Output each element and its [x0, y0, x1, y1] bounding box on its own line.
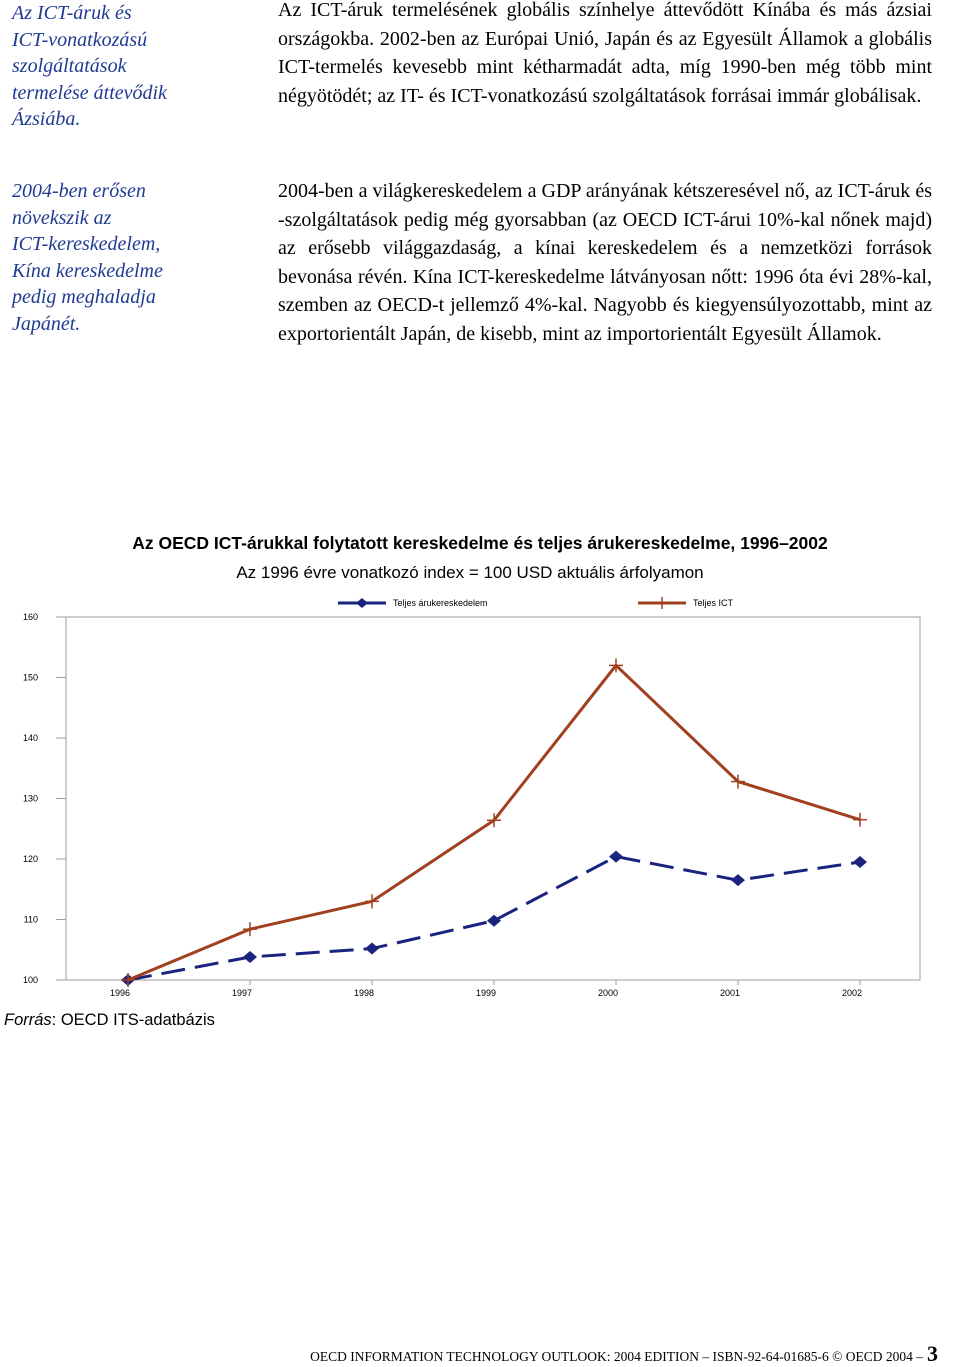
series-group — [121, 658, 867, 987]
page-number: 3 — [927, 1341, 938, 1366]
x-tick-label: 1997 — [232, 988, 252, 998]
sidenote-line: ICT-kereskedelem, — [12, 233, 161, 255]
y-axis: 100 110 120 130 140 150 160 — [23, 612, 66, 985]
y-tick-label: 120 — [23, 854, 38, 864]
sidenote-line: Az ICT-áruk és — [12, 2, 132, 24]
sidenote-line: Kína kereskedelme — [12, 259, 163, 282]
legend: Teljes árukereskedelem Teljes ICT — [338, 597, 734, 609]
legend-item-2: Teljes ICT — [638, 597, 734, 609]
data-point — [609, 658, 623, 673]
sidenote-line: Ázsiába. — [12, 108, 81, 130]
legend-item-1: Teljes árukereskedelem — [338, 598, 488, 608]
chart-subtitle: Az 1996 évre vonatkozó index = 100 USD a… — [236, 563, 704, 582]
x-tick-label: 1999 — [476, 988, 496, 998]
y-tick-label: 140 — [23, 733, 38, 743]
legend-label: Teljes ICT — [693, 598, 734, 608]
data-point — [853, 812, 867, 827]
data-point — [121, 973, 135, 987]
data-point — [487, 813, 501, 828]
data-point — [609, 850, 623, 863]
sidenote-line: Japánét. — [12, 312, 81, 335]
source-label: Forrás — [4, 1011, 52, 1029]
data-point — [853, 856, 867, 869]
sidenote-1: Az ICT-áruk és ICT-vonatkozású szolgálta… — [12, 0, 222, 133]
x-tick-label: 2000 — [598, 988, 618, 998]
source-text: : OECD ITS-adatbázis — [51, 1011, 215, 1029]
x-tick-label: 2001 — [720, 988, 740, 998]
sidenote-line: termelése áttevődik — [12, 81, 167, 104]
sidenote-line: ICT-vonatkozású — [12, 28, 148, 51]
data-point — [731, 774, 745, 789]
x-tick-label: 1996 — [110, 988, 130, 998]
sidenote-line: szolgáltatások — [12, 55, 127, 77]
y-tick-label: 110 — [24, 915, 38, 925]
y-tick-label: 150 — [23, 673, 38, 683]
y-tick-label: 130 — [23, 794, 38, 804]
legend-label: Teljes árukereskedelem — [393, 598, 488, 608]
data-point — [243, 951, 257, 964]
data-point — [731, 874, 745, 887]
sidenote-line: növekszik az — [12, 206, 112, 229]
x-axis: 1996 1997 1998 1999 2000 2001 2002 — [110, 980, 862, 998]
page-footer: OECD INFORMATION TECHNOLOGY OUTLOOK: 200… — [310, 1341, 938, 1367]
y-tick-label: 100 — [23, 975, 38, 985]
x-tick-label: 1998 — [354, 988, 374, 998]
paragraph-1: Az ICT-áruk termelésének globális színhe… — [278, 0, 932, 107]
footer-text: OECD INFORMATION TECHNOLOGY OUTLOOK: 200… — [310, 1349, 923, 1364]
source-note: Forrás: OECD ITS-adatbázis — [4, 1011, 215, 1030]
data-point — [487, 914, 501, 927]
paragraph-2: 2004-ben a világkereskedelem a GDP arány… — [278, 180, 932, 345]
data-point — [365, 894, 379, 909]
line-chart: 100 110 120 130 140 150 160 1996 1997 1998 1999 20… — [23, 597, 921, 998]
x-tick-label: 2002 — [842, 988, 862, 998]
data-point — [365, 942, 379, 955]
sidenote-2: 2004-ben erősen növekszik az ICT-kereske… — [12, 178, 222, 337]
sidenote-line: pedig meghaladja — [12, 286, 156, 308]
sidenote-line: 2004-ben erősen — [12, 180, 146, 202]
data-point — [243, 922, 257, 937]
chart-title: Az OECD ICT-árukkal folytatott kereskede… — [132, 533, 828, 553]
y-tick-label: 160 — [23, 612, 38, 622]
